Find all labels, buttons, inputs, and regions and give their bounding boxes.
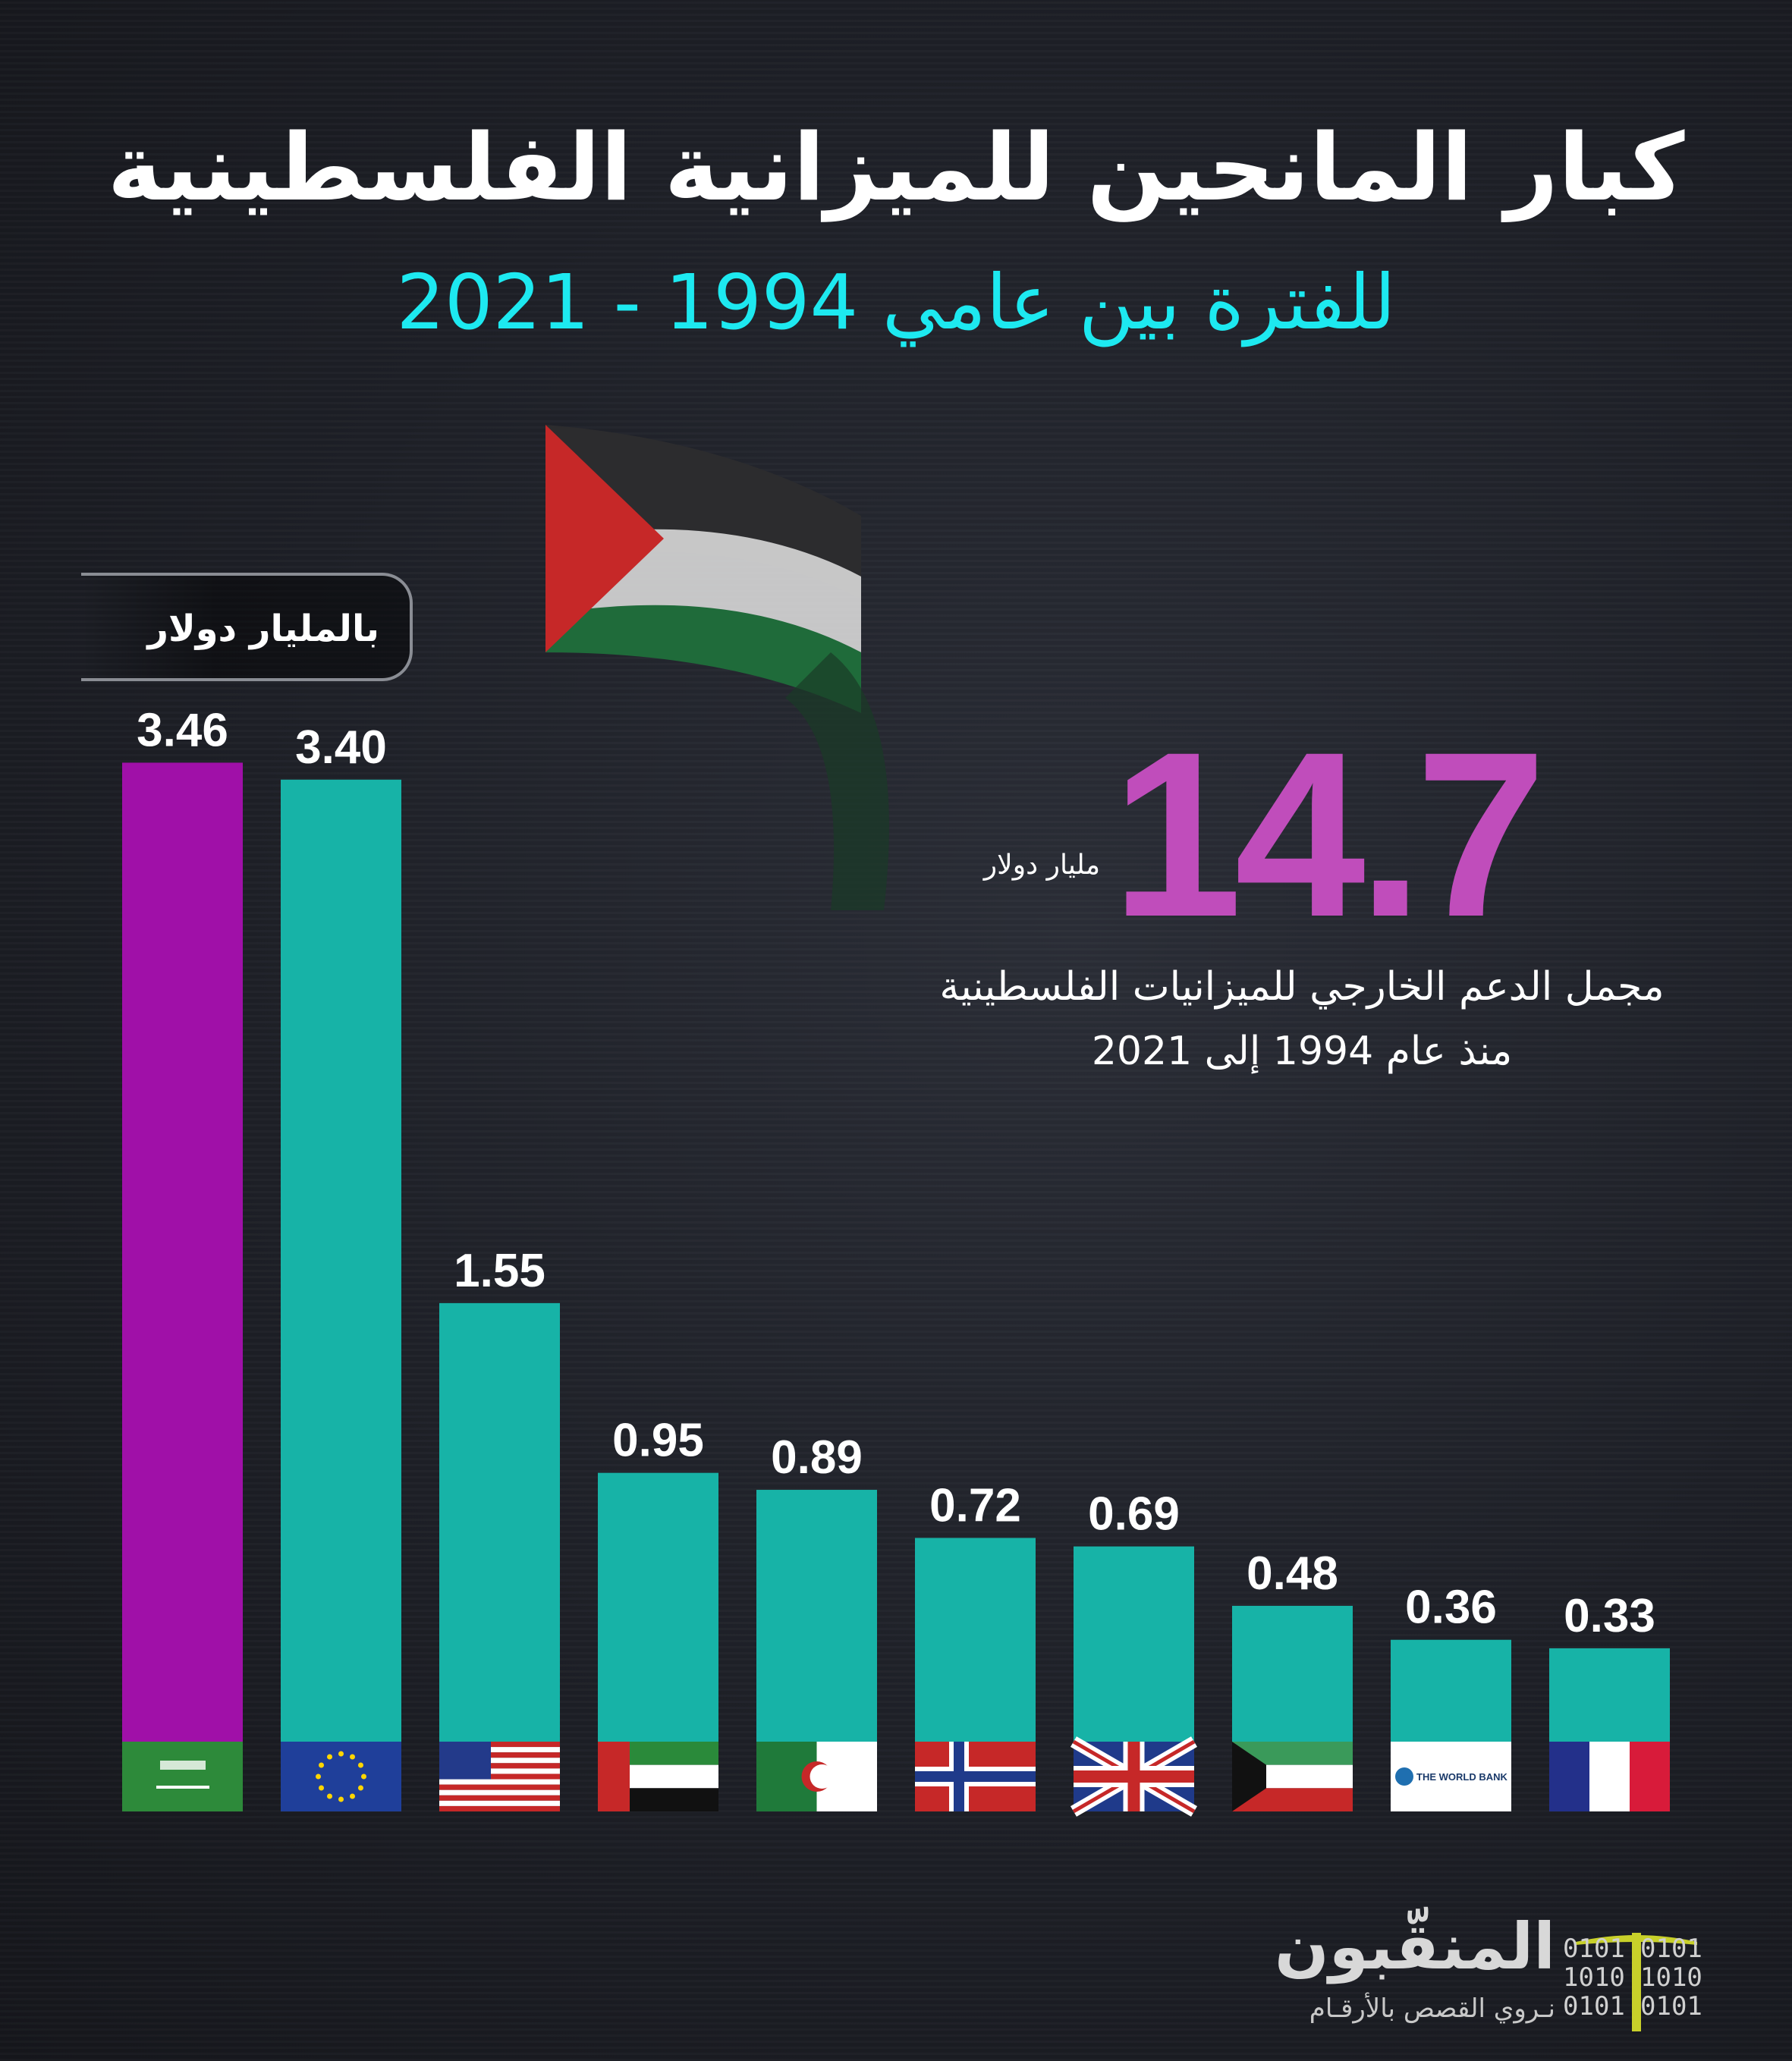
pickaxe-icon [1576, 1933, 1697, 2031]
bar [281, 779, 401, 1742]
bar [122, 762, 243, 1742]
logo-name: المنقّبون [1274, 1909, 1555, 1984]
bar-value-label: 1.55 [454, 1245, 545, 1297]
total-caption-line1: مجمل الدعم الخارجي للميزانيات الفلسطينية [939, 964, 1665, 1010]
norway-flag-icon [915, 1742, 1036, 1811]
unit-label-box: بالمليار دولار [81, 573, 413, 681]
binary-left: 0101 1010 0101 [1563, 1934, 1625, 2022]
logo: المنقّبون نـروي القصص بالأرقـام 0101 1010… [1274, 1909, 1702, 2033]
world-bank-text: THE WORLD BANK [1416, 1771, 1507, 1783]
eu-flag-icon [281, 1742, 401, 1811]
bar-value-label: 3.40 [295, 721, 387, 774]
france-flag-icon [1549, 1742, 1670, 1811]
bar-value-label: 0.95 [612, 1415, 704, 1467]
uk-flag-icon [1070, 1736, 1198, 1817]
page-title: كبار المانحين للميزانية الفلسطينية [107, 114, 1685, 221]
palestine-flag-icon [545, 425, 889, 910]
bar-value-label: 0.72 [929, 1479, 1021, 1532]
bar [915, 1538, 1036, 1742]
bar [1232, 1605, 1353, 1742]
bar-value-label: 0.48 [1247, 1547, 1338, 1600]
bar [439, 1302, 560, 1742]
unit-label: بالمليار دولار [147, 608, 379, 650]
bar [1074, 1546, 1194, 1742]
total-unit: مليار دولار [983, 850, 1100, 881]
total-value: 14.7 [1111, 702, 1546, 966]
usa-flag-icon [439, 1742, 560, 1811]
bar-value-label: 0.33 [1564, 1590, 1655, 1642]
bar-value-label: 3.46 [137, 704, 228, 756]
bar [756, 1490, 877, 1742]
total-caption-line2: منذ عام 1994 إلى 2021 [1091, 1029, 1513, 1074]
kuwait-flag-icon [1232, 1742, 1353, 1811]
bar-value-label: 0.36 [1405, 1582, 1497, 1634]
algeria-flag-icon [756, 1742, 877, 1811]
uae-flag-icon [598, 1742, 718, 1811]
bar [1391, 1639, 1511, 1742]
binary-right: 0101 1010 0101 [1640, 1934, 1702, 2022]
bar [598, 1472, 718, 1742]
saudi-arabia-flag-icon [122, 1742, 243, 1811]
world-bank-logo-icon: THE WORLD BANK [1391, 1742, 1511, 1811]
bar-value-label: 0.69 [1088, 1488, 1180, 1541]
logo-tagline: نـروي القصص بالأرقـام [1309, 1993, 1555, 2024]
bar [1549, 1648, 1670, 1742]
page-subtitle: للفترة بين عامي 1994 - 2021 [396, 258, 1396, 347]
bar-value-label: 0.89 [771, 1431, 863, 1484]
